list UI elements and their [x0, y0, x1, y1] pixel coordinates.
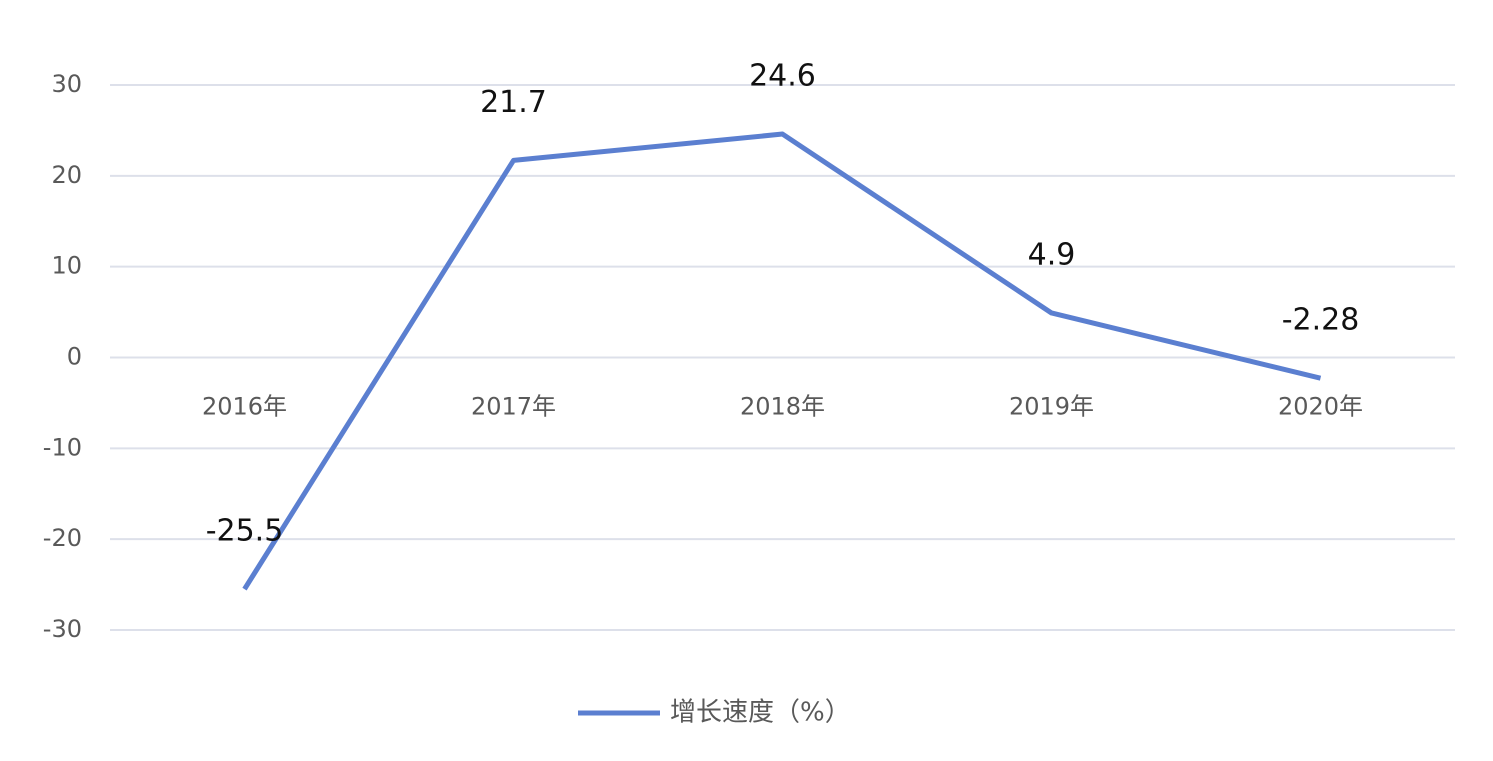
y-tick-label: -10	[43, 433, 82, 461]
x-tick-label: 2016年	[202, 393, 287, 421]
data-label: -25.5	[206, 514, 284, 549]
y-tick-label: 0	[67, 343, 82, 371]
data-label: -2.28	[1282, 303, 1360, 338]
x-tick-label: 2017年	[471, 393, 556, 421]
y-tick-label: 30	[51, 70, 82, 98]
legend-label: 增长速度（%）	[670, 698, 851, 728]
y-tick-label: -20	[43, 524, 82, 552]
data-label: 24.6	[749, 59, 816, 94]
x-tick-label: 2019年	[1009, 393, 1094, 421]
data-label: 21.7	[480, 85, 547, 120]
series-line	[242, 131, 1322, 591]
y-tick-label: 10	[51, 252, 82, 280]
y-tick-label: 20	[51, 161, 82, 189]
x-tick-label: 2020年	[1278, 393, 1363, 421]
y-tick-label: -30	[43, 615, 82, 643]
x-tick-label: 2018年	[740, 393, 825, 421]
data-label: 4.9	[1028, 237, 1076, 272]
